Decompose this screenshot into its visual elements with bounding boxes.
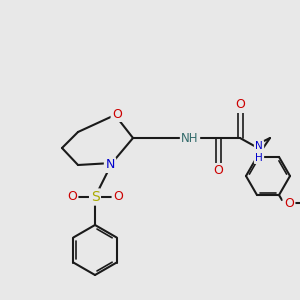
Text: N: N <box>105 158 115 172</box>
Text: O: O <box>235 98 245 112</box>
Text: O: O <box>113 190 123 203</box>
Text: N
H: N H <box>255 141 263 163</box>
Text: O: O <box>213 164 223 178</box>
Text: O: O <box>112 107 122 121</box>
Text: O: O <box>284 196 294 210</box>
Text: O: O <box>67 190 77 203</box>
Text: S: S <box>91 190 99 204</box>
Text: NH: NH <box>181 131 199 145</box>
